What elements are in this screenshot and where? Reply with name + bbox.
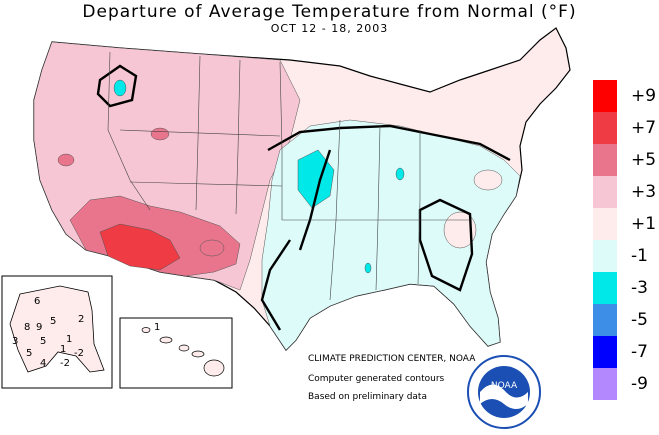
hawaii-value: 1 [154, 322, 160, 333]
alaska-value: 9 [36, 322, 42, 333]
alaska-value: 3 [12, 336, 18, 347]
alaska-value: 5 [26, 348, 32, 359]
legend-label: -5 [631, 310, 648, 330]
legend-swatch [593, 80, 617, 112]
legend-swatch [593, 368, 617, 400]
legend-label: -3 [631, 278, 648, 298]
legend-label: +7 [631, 118, 657, 138]
legend-label: -1 [631, 246, 648, 266]
alaska-value: 2 [78, 314, 84, 325]
warm-pocket-se [443, 211, 477, 249]
legend-swatch [593, 144, 617, 176]
credit-line2: Based on preliminary data [308, 392, 427, 402]
zero-contour [96, 64, 511, 331]
alaska-value: 4 [40, 358, 46, 369]
cool-pocket-gulf [364, 262, 372, 274]
alaska-value: 1 [66, 334, 72, 345]
alaska-outline [9, 285, 105, 373]
legend-swatch [593, 272, 617, 304]
map-subtitle: OCT 12 - 18, 2003 [270, 22, 389, 35]
warm-zone-plus7 [99, 223, 181, 271]
alaska-value: 5 [40, 336, 46, 347]
alaska-value: 8 [24, 322, 30, 333]
cool-pocket-nw [113, 79, 127, 97]
legend-swatch [593, 112, 617, 144]
svg-text:NOAA: NOAA [491, 381, 518, 391]
hawaii-inset [119, 317, 233, 389]
cool-pocket-mi [395, 167, 405, 181]
legend-swatch [593, 208, 617, 240]
credit-line1: Computer generated contours [308, 374, 445, 384]
alaska-value: 6 [34, 296, 40, 307]
credit-org: CLIMATE PREDICTION CENTER, NOAA [308, 354, 476, 364]
warm-pocket-mt [150, 127, 170, 141]
noaa-logo: NOAA [467, 355, 541, 429]
legend-swatch [593, 336, 617, 368]
warm-pocket-tx [199, 239, 225, 257]
map-title: Departure of Average Temperature from No… [82, 2, 577, 22]
cool-zone-minus1 [261, 119, 521, 351]
warm-pocket-ne [473, 169, 503, 191]
legend-swatch [593, 240, 617, 272]
alaska-value: -2 [74, 348, 84, 359]
legend-label: +1 [631, 214, 657, 234]
legend-label: +5 [631, 150, 657, 170]
legend-swatch [593, 176, 617, 208]
legend-label: -7 [631, 342, 648, 362]
legend-label: +3 [631, 182, 657, 202]
warm-pocket-nw [57, 153, 75, 167]
alaska-value: -2 [60, 358, 70, 369]
alaska-value: 1 [60, 344, 66, 355]
state-lines [107, 51, 470, 301]
legend-swatch [593, 304, 617, 336]
legend-label: -9 [631, 374, 648, 394]
hawaii-islands [141, 327, 225, 377]
legend-label: +9 [631, 86, 657, 106]
alaska-value: 5 [50, 316, 56, 327]
